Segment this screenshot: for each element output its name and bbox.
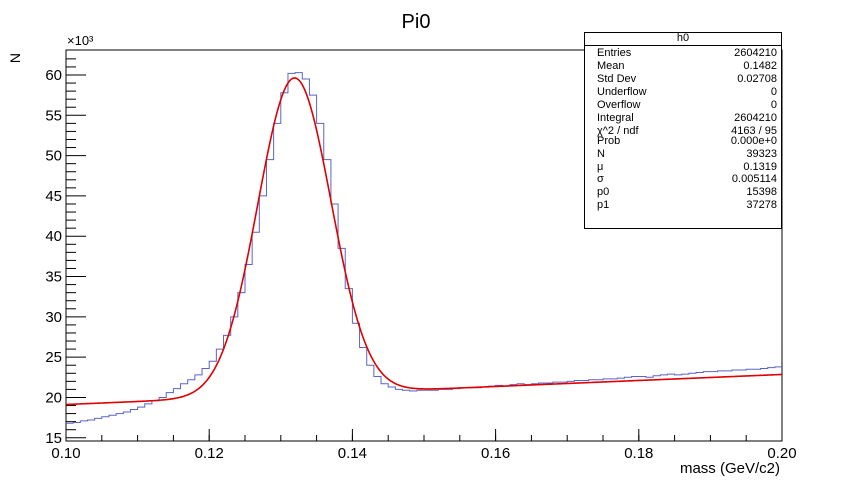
- stats-row: Overflow 0: [585, 99, 781, 111]
- x-tick-label: 0.16: [481, 445, 510, 462]
- x-tick-label: 0.10: [51, 445, 80, 462]
- x-tick-label: 0.20: [767, 445, 796, 462]
- x-tick-label: 0.14: [338, 445, 367, 462]
- stats-row: Mean 0.1482: [585, 60, 781, 72]
- y-tick-label: 35: [45, 269, 62, 286]
- fit-curve: [65, 77, 783, 406]
- stats-value: 2604210: [734, 47, 777, 59]
- stats-row: N 39323: [585, 148, 781, 160]
- stats-row: p0 15398: [585, 186, 781, 198]
- stats-value: 0.02708: [737, 73, 777, 85]
- stats-box: h0 Entries 2604210 Mean 0.1482 Std Dev 0.0270…: [584, 32, 782, 229]
- stats-value: 0.1482: [743, 60, 777, 72]
- histogram-series: [66, 72, 782, 424]
- y-tick-label: 55: [45, 107, 62, 124]
- y-tick-label: 15: [45, 430, 62, 447]
- stats-value: 0.000e+0: [730, 135, 777, 147]
- stats-row: Entries 2604210: [585, 47, 781, 59]
- stats-key: Underflow: [597, 86, 647, 98]
- stats-row: p1 37278: [585, 199, 781, 211]
- stats-key: Mean: [597, 60, 625, 72]
- y-tick-label: 20: [45, 389, 62, 406]
- stats-value: 0.005114: [731, 173, 777, 185]
- chart-title: Pi0: [402, 11, 431, 33]
- y-axis-multiplier: ×10³: [67, 33, 94, 48]
- stats-key: p0: [597, 186, 610, 198]
- stats-row: Underflow 0: [585, 86, 781, 98]
- y-axis: 15 20 25 30 35 40 45 50 55 60: [45, 58, 86, 447]
- y-tick-label: 25: [45, 349, 62, 366]
- stats-key: Integral: [597, 112, 634, 124]
- stats-key: Prob: [597, 135, 621, 147]
- x-tick-label: 0.12: [195, 445, 224, 462]
- stats-value: 0: [770, 86, 777, 98]
- stats-key: Overflow: [597, 99, 641, 111]
- x-axis-label: mass (GeV/c2): [680, 460, 780, 477]
- y-tick-label: 45: [45, 188, 62, 205]
- stats-value: 0: [770, 99, 777, 111]
- y-tick-label: 40: [45, 228, 62, 245]
- stats-key: μ: [597, 161, 604, 173]
- y-tick-label: 50: [45, 148, 62, 165]
- stats-row: Prob 0.000e+0: [585, 135, 781, 147]
- stats-value: 0.1319: [743, 161, 777, 173]
- y-tick-label: 60: [45, 67, 62, 84]
- stats-row: Integral 2604210: [585, 112, 781, 124]
- stats-key: Entries: [597, 47, 632, 59]
- stats-key: σ: [597, 173, 604, 185]
- stats-key: Std Dev: [597, 73, 637, 85]
- stats-box-title: h0: [585, 33, 781, 46]
- stats-value: 2604210: [734, 112, 777, 124]
- stats-row: Std Dev 0.02708: [585, 73, 781, 85]
- stats-value: 4163 / 95: [731, 125, 777, 137]
- x-axis: 0.10 0.12 0.14 0.16 0.18 0.20: [51, 429, 797, 462]
- stats-key: χ^2 / ndf: [597, 125, 639, 137]
- stats-value: 15398: [746, 186, 777, 198]
- stats-row: χ^2 / ndf 4163 / 95: [585, 125, 781, 137]
- stats-row: σ 0.005114: [585, 173, 781, 185]
- y-axis-label: N: [7, 53, 23, 63]
- stats-value: 37278: [746, 199, 777, 211]
- x-tick-label: 0.18: [624, 445, 653, 462]
- stats-value: 39323: [746, 148, 777, 160]
- stats-row: μ 0.1319: [585, 161, 781, 173]
- stats-key: N: [597, 148, 605, 160]
- stats-key: p1: [597, 199, 610, 211]
- y-tick-label: 30: [45, 309, 62, 326]
